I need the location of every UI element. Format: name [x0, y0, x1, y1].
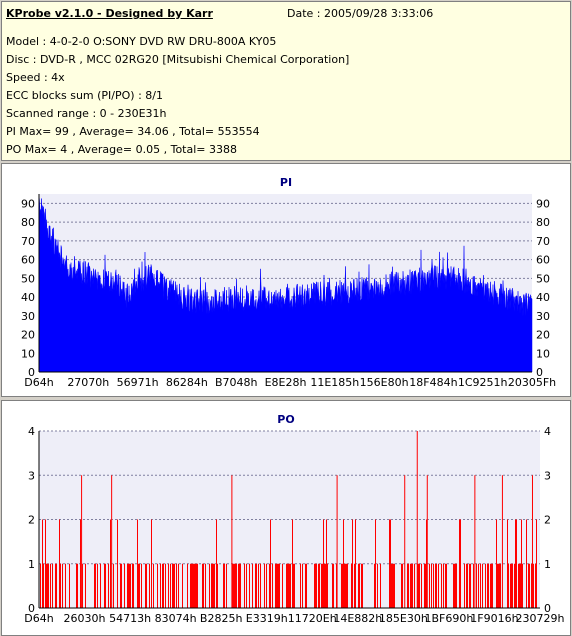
- po-y-tick-left: 0: [28, 602, 35, 615]
- pi-y-tick-right: 30: [536, 310, 550, 323]
- range-line: Scanned range : 0 - 230E31h: [6, 107, 167, 120]
- pi-y-tick-right: 90: [536, 197, 550, 210]
- po-x-tick: 54713h: [109, 612, 151, 625]
- po-stats-line: PO Max= 4 , Average= 0.05 , Total= 3388: [6, 143, 237, 156]
- pi-chart-panel: PI 0 0 10 10 20 20 30 30 40 40 50 50 60 60 70 70 80 80 90 9…: [1, 163, 571, 397]
- pi-y-tick-left: 90: [21, 197, 35, 210]
- po-x-tick: 26030h: [64, 612, 106, 625]
- pi-y-tick-right: 70: [536, 235, 550, 248]
- po-chart-title: PO: [277, 413, 294, 426]
- pi-x-tick: D64h: [24, 376, 53, 389]
- pi-x-tick: 1C9251h: [458, 376, 508, 389]
- pi-y-tick-left: 60: [21, 254, 35, 267]
- ecc-line: ECC blocks sum (PI/PO) : 8/1: [6, 89, 163, 102]
- po-x-tick: 14E882h: [333, 612, 382, 625]
- pi-y-tick-left: 50: [21, 272, 35, 285]
- pi-y-tick-right: 50: [536, 272, 550, 285]
- disc-line: Disc : DVD-R , MCC 02RG20 [Mitsubishi Ch…: [6, 53, 350, 66]
- scan-date: Date : 2005/09/28 3:33:06: [287, 7, 434, 20]
- pi-y-tick-right: 80: [536, 216, 550, 229]
- po-chart: PO 0 0 1 1 2 2 3 3 4 4 D64h 26030h 54713h 83074h B2825…: [24, 413, 565, 625]
- pi-y-tick-right: 10: [536, 347, 550, 360]
- po-y-tick-left: 2: [28, 514, 35, 527]
- po-x-tick: 83074h: [155, 612, 197, 625]
- po-x-tick: 11720Eh: [288, 612, 337, 625]
- pi-x-tick: 11E185h: [310, 376, 359, 389]
- pi-x-tick: 56971h: [117, 376, 159, 389]
- pi-bars: [38, 194, 533, 373]
- po-x-tick: 1BF690h: [424, 612, 473, 625]
- pi-y-tick-right: 40: [536, 291, 550, 304]
- po-chart-panel: PO 0 0 1 1 2 2 3 3 4 4 D64h 26030h 54713h 83074h B2825…: [1, 400, 571, 636]
- speed-line: Speed : 4x: [6, 71, 65, 84]
- po-y-tick-left: 3: [28, 469, 35, 482]
- pi-y-tick-right: 0: [536, 366, 543, 379]
- po-x-tick: 230729h: [516, 612, 565, 625]
- pi-x-tick: 156E80h: [360, 376, 409, 389]
- pi-x-tick: 86284h: [166, 376, 208, 389]
- po-y-tick-right: 4: [544, 425, 551, 438]
- po-x-tick: B2825h: [200, 612, 243, 625]
- pi-y-tick-right: 20: [536, 329, 550, 342]
- po-y-tick-right: 2: [544, 514, 551, 527]
- po-y-tick-left: 4: [28, 425, 35, 438]
- po-y-tick-right: 0: [544, 602, 551, 615]
- po-y-tick-right: 1: [544, 558, 551, 571]
- po-y-tick-right: 3: [544, 469, 551, 482]
- po-bars: [40, 519, 537, 608]
- po-y-tick-left: 1: [28, 558, 35, 571]
- app-title: KProbe v2.1.0 - Designed by Karr: [6, 7, 213, 20]
- model-line: Model : 4-0-2-0 O:SONY DVD RW DRU-800A K…: [6, 35, 277, 48]
- pi-y-tick-left: 10: [21, 347, 35, 360]
- pi-x-tick: 18F484h: [409, 376, 457, 389]
- info-panel: KProbe v2.1.0 - Designed by Karr Date : …: [1, 1, 571, 161]
- pi-y-tick-left: 30: [21, 310, 35, 323]
- pi-x-tick: B7048h: [215, 376, 258, 389]
- po-x-tick: 1F9016h: [470, 612, 518, 625]
- pi-y-tick-left: 80: [21, 216, 35, 229]
- pi-y-tick-left: 70: [21, 235, 35, 248]
- pi-y-tick-right: 60: [536, 254, 550, 267]
- pi-x-tick: E8E28h: [265, 376, 307, 389]
- pi-x-tick: 27070h: [67, 376, 109, 389]
- pi-y-tick-left: 40: [21, 291, 35, 304]
- pi-y-tick-left: 20: [21, 329, 35, 342]
- po-x-tick: 185E30h: [379, 612, 428, 625]
- po-x-tick: E3319h: [246, 612, 288, 625]
- pi-x-tick: 20305Fh: [508, 376, 556, 389]
- po-x-tick: D64h: [24, 612, 53, 625]
- pi-stats-line: PI Max= 99 , Average= 34.06 , Total= 553…: [6, 125, 260, 138]
- pi-y-tick-left: 0: [28, 366, 35, 379]
- pi-chart: PI 0 0 10 10 20 20 30 30 40 40 50 50 60 60 70 70 80 80 90 9…: [21, 176, 556, 389]
- pi-chart-title: PI: [280, 176, 292, 189]
